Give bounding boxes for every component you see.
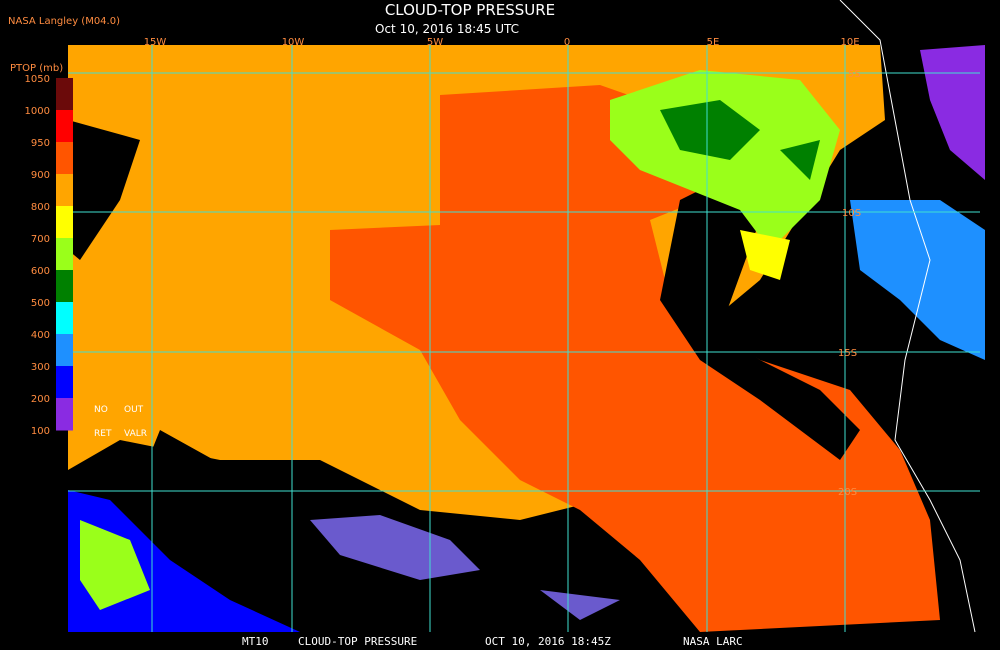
title: CLOUD-TOP PRESSURE [385, 1, 555, 19]
colorbar-tick: 200 [31, 394, 50, 405]
colorbar-note: NO [94, 405, 108, 415]
lat-label: 10S [842, 208, 861, 219]
lon-label: 5W [427, 37, 443, 48]
colorbar-tick: 600 [31, 266, 50, 277]
source: NASA Langley (M04.0) [8, 16, 120, 27]
colorbar-swatch [56, 174, 73, 207]
colorbar: PTOP (mb) NO OUT RET VALR 1050 1000 950 900… [10, 63, 147, 439]
clear-coast [660, 180, 860, 460]
colorbar-tick: 1000 [25, 106, 50, 117]
colorbar-tick: 1050 [25, 74, 50, 85]
lat-label: 15S [838, 348, 857, 359]
mid-cloud-darkgreen [660, 100, 820, 180]
colorbar-note: OUT [124, 405, 144, 415]
colorbar-tick: 100 [31, 426, 50, 437]
colorbar-tick: 700 [31, 234, 50, 245]
mid-cloud-yellow [740, 230, 790, 280]
colorbar-tick: 300 [31, 362, 50, 373]
lat-label: 20S [838, 487, 857, 498]
satellite-image [68, 0, 985, 633]
footer: MT10 CLOUD-TOP PRESSURE OCT 10, 2016 18:… [242, 635, 743, 648]
colorbar-swatch [56, 270, 73, 303]
colorbar-swatch [56, 238, 73, 271]
lon-label: 10W [282, 37, 305, 48]
high-cloud-purple [920, 45, 985, 180]
footer-item: NASA LARC [683, 635, 743, 648]
footer-item: OCT 10, 2016 18:45Z [485, 635, 611, 648]
colorbar-tick: 400 [31, 330, 50, 341]
colorbar-tick: 500 [31, 298, 50, 309]
colorbar-swatch [56, 398, 73, 431]
colorbar-swatch [56, 302, 73, 335]
colorbar-swatch [56, 206, 73, 239]
colorbar-tick: 950 [31, 138, 50, 149]
stratocumulus-red [330, 85, 940, 632]
lat-label: 5S [848, 69, 861, 80]
graticule [68, 45, 980, 632]
colorbar-swatch [56, 366, 73, 399]
footer-item: CLOUD-TOP PRESSURE [298, 635, 417, 648]
colorbar-swatch [56, 110, 73, 143]
footer-item: MT10 [242, 635, 269, 648]
colorbar-swatch [56, 334, 73, 367]
colorbar-swatch [56, 142, 73, 175]
colorbar-tick: 800 [31, 202, 50, 213]
lon-label: 15W [144, 37, 167, 48]
clear-sky [68, 120, 500, 610]
subtitle: Oct 10, 2016 18:45 UTC [375, 22, 519, 36]
lon-label: 10E [840, 37, 859, 48]
coastline [839, 0, 976, 633]
colorbar-swatch [56, 78, 73, 111]
high-cloud-south [310, 515, 620, 620]
colorbar-note: VALR [124, 429, 147, 439]
colorbar-tick: 900 [31, 170, 50, 181]
lon-label: 0 [564, 37, 570, 48]
lon-label: 5E [707, 37, 720, 48]
mid-cloud-southwest [80, 520, 150, 610]
high-cloud-blue [850, 200, 985, 360]
colorbar-note: RET [94, 429, 112, 439]
colorbar-label: PTOP (mb) [10, 63, 63, 74]
